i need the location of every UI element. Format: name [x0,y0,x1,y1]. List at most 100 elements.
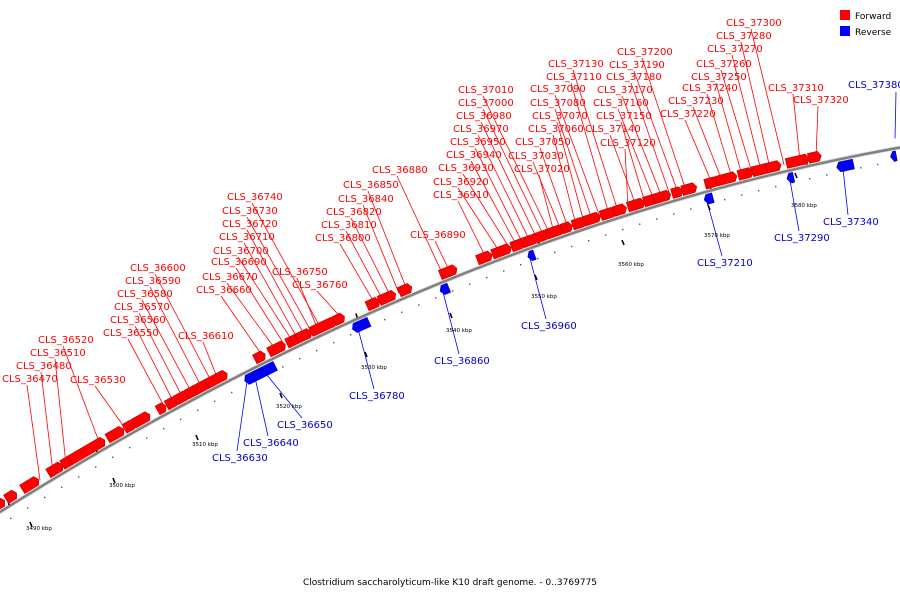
forward-gene-label[interactable]: CLS_37140 [585,124,641,135]
reverse-gene-arrow[interactable] [439,282,452,296]
forward-gene-label[interactable]: CLS_36910 [433,190,489,201]
forward-gene-label[interactable]: CLS_36560 [110,315,166,326]
forward-gene-label[interactable]: CLS_36470 [2,374,58,385]
forward-gene-arrow[interactable] [331,312,345,327]
forward-gene-label[interactable]: CLS_36950 [450,137,506,148]
reverse-gene-arrow[interactable] [890,150,898,162]
forward-gene-label[interactable]: CLS_37110 [546,72,602,83]
reverse-gene-arrow[interactable] [352,316,372,333]
forward-gene-arrow[interactable] [475,250,493,266]
reverse-gene-label[interactable]: CLS_36780 [349,391,405,402]
forward-gene-arrow[interactable] [376,289,397,306]
forward-gene-label[interactable]: CLS_37200 [617,47,673,58]
forward-gene-arrow[interactable] [559,221,573,235]
forward-gene-label[interactable]: CLS_37310 [768,83,824,94]
forward-gene-label[interactable]: CLS_36740 [227,192,283,203]
forward-gene-label[interactable]: CLS_37170 [597,85,653,96]
reverse-gene-label[interactable]: CLS_36960 [521,321,577,332]
forward-gene-label[interactable]: CLS_37250 [691,72,747,83]
reverse-gene-arrow[interactable] [527,249,537,262]
forward-gene-arrow[interactable] [736,167,754,181]
forward-gene-arrow[interactable] [714,171,738,187]
forward-gene-label[interactable]: CLS_36690 [211,257,267,268]
forward-gene-label[interactable]: CLS_36920 [433,177,489,188]
forward-gene-label[interactable]: CLS_36700 [213,246,269,257]
forward-gene-arrow[interactable] [154,402,167,416]
forward-gene-label[interactable]: CLS_37080 [530,98,586,109]
reverse-gene-arrow[interactable] [836,158,855,173]
reverse-gene-arrow[interactable] [703,192,715,205]
forward-gene-label[interactable]: CLS_37150 [596,111,652,122]
forward-gene-label[interactable]: CLS_37070 [532,111,588,122]
forward-gene-arrow[interactable] [437,264,458,280]
forward-gene-label[interactable]: CLS_37050 [515,137,571,148]
forward-gene-label[interactable]: CLS_37130 [548,59,604,70]
forward-gene-label[interactable]: CLS_36970 [453,124,509,135]
forward-gene-arrow[interactable] [652,189,672,205]
forward-gene-arrow[interactable] [670,186,684,199]
forward-gene-arrow[interactable] [396,283,413,298]
forward-gene-label[interactable]: CLS_36730 [222,206,278,217]
forward-gene-label[interactable]: CLS_36590 [125,276,181,287]
forward-gene-arrow[interactable] [806,151,822,164]
forward-gene-label[interactable]: CLS_36710 [219,232,275,243]
forward-gene-label[interactable]: CLS_37270 [707,44,763,55]
forward-gene-arrow[interactable] [104,425,125,444]
forward-gene-label[interactable]: CLS_36670 [202,272,258,283]
forward-gene-label[interactable]: CLS_36750 [272,267,328,278]
forward-gene-arrow[interactable] [203,369,228,389]
forward-gene-label[interactable]: CLS_37030 [508,151,564,162]
forward-gene-label[interactable]: CLS_36820 [326,207,382,218]
forward-gene-label[interactable]: CLS_37120 [600,138,656,149]
forward-gene-label[interactable]: CLS_37090 [530,84,586,95]
forward-gene-label[interactable]: CLS_36550 [103,328,159,339]
reverse-gene-label[interactable]: CLS_36640 [243,438,299,449]
reverse-gene-label[interactable]: CLS_37290 [774,233,830,244]
forward-gene-label[interactable]: CLS_36520 [38,335,94,346]
forward-gene-label[interactable]: CLS_36600 [130,263,186,274]
forward-gene-arrow[interactable] [490,243,512,260]
reverse-gene-label[interactable]: CLS_36630 [212,453,268,464]
forward-gene-label[interactable]: CLS_37180 [606,72,662,83]
forward-gene-label[interactable]: CLS_37010 [458,85,514,96]
forward-gene-arrow[interactable] [680,182,698,196]
forward-gene-label[interactable]: CLS_36940 [446,150,502,161]
reverse-gene-label[interactable]: CLS_36860 [434,356,490,367]
forward-gene-arrow[interactable] [581,211,601,227]
forward-gene-label[interactable]: CLS_36610 [178,331,234,342]
forward-gene-label[interactable]: CLS_37280 [716,31,772,42]
forward-gene-label[interactable]: CLS_36580 [117,289,173,300]
forward-gene-label[interactable]: CLS_36530 [70,375,126,386]
forward-gene-label[interactable]: CLS_36850 [343,180,399,191]
forward-gene-arrow[interactable] [764,160,782,174]
forward-gene-arrow[interactable] [625,197,645,213]
reverse-gene-arrow[interactable] [786,171,796,184]
reverse-gene-label[interactable]: CLS_36650 [277,420,333,431]
forward-gene-label[interactable]: CLS_36980 [456,111,512,122]
forward-gene-label[interactable]: CLS_37230 [668,96,724,107]
forward-gene-arrow[interactable] [130,411,151,429]
reverse-gene-arrow[interactable] [260,361,278,377]
forward-gene-label[interactable]: CLS_36510 [30,348,86,359]
forward-gene-arrow[interactable] [19,476,39,495]
forward-gene-label[interactable]: CLS_36480 [16,361,72,372]
forward-gene-arrow[interactable] [3,489,17,504]
forward-gene-label[interactable]: CLS_36800 [315,233,371,244]
forward-gene-label[interactable]: CLS_37000 [458,98,514,109]
forward-gene-label[interactable]: CLS_36930 [438,163,494,174]
forward-gene-label[interactable]: CLS_37300 [726,18,782,29]
forward-gene-arrow[interactable] [252,350,266,365]
forward-gene-label[interactable]: CLS_36570 [114,302,170,313]
reverse-gene-label[interactable]: CLS_37340 [823,217,879,228]
forward-gene-label[interactable]: CLS_37220 [660,109,716,120]
reverse-gene-label[interactable]: CLS_37210 [697,258,753,269]
forward-gene-arrow[interactable] [0,497,5,513]
forward-gene-label[interactable]: CLS_37320 [793,95,849,106]
forward-gene-label[interactable]: CLS_36890 [410,230,466,241]
forward-gene-arrow[interactable] [611,203,627,217]
forward-gene-label[interactable]: CLS_37240 [682,83,738,94]
forward-gene-label[interactable]: CLS_37160 [593,98,649,109]
forward-gene-label[interactable]: CLS_36810 [321,220,377,231]
forward-gene-label[interactable]: CLS_36840 [338,194,394,205]
forward-gene-label[interactable]: CLS_36720 [222,219,278,230]
